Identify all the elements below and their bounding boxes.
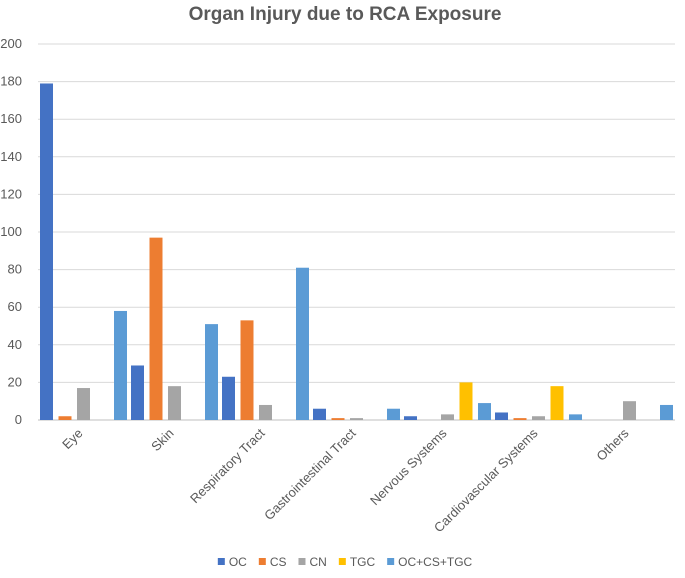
bar-cn-gastrointestinal-tract bbox=[350, 418, 363, 420]
y-tick-label: 200 bbox=[0, 36, 22, 51]
bar-oc-skin bbox=[131, 365, 144, 420]
bar-oc-cardiovascular-systems bbox=[495, 412, 508, 420]
bar-cs-gastrointestinal-tract bbox=[331, 418, 345, 420]
x-tick-label: Gastrointestinal Tract bbox=[261, 425, 359, 523]
legend: OC CS CN TGC OC+CS+TGC bbox=[217, 555, 473, 569]
bar-oc-gastrointestinal-tract bbox=[313, 408, 326, 420]
y-tick-label: 140 bbox=[0, 149, 22, 164]
bar-cn-nervous-systems bbox=[441, 414, 454, 420]
legend-swatch bbox=[217, 558, 225, 565]
y-tick-label: 40 bbox=[8, 337, 22, 352]
bar-oc-respiratory-tract bbox=[222, 376, 235, 420]
grid-layer: 0 20 40 60 80 100 120 140 160 180 200 bbox=[0, 36, 675, 427]
bar-oc-cs-tgc-eye bbox=[114, 310, 127, 420]
legend-swatch bbox=[338, 558, 346, 565]
x-tick-label: Respiratory Tract bbox=[187, 425, 268, 506]
legend-label: CN bbox=[309, 555, 326, 569]
bar-oc-cs-tgc-respiratory-tract bbox=[296, 267, 309, 420]
bar-oc-cs-tgc-others bbox=[660, 404, 673, 420]
bars-layer bbox=[40, 83, 673, 420]
bar-oc-eye bbox=[40, 83, 53, 420]
legend-swatch bbox=[298, 558, 306, 565]
bar-oc-cs-tgc-gastrointestinal-tract bbox=[387, 408, 400, 420]
bar-oc-cs-tgc-nervous-systems bbox=[478, 403, 491, 420]
legend-label: OC+CS+TGC bbox=[398, 555, 472, 569]
bar-cs-cardiovascular-systems bbox=[513, 418, 527, 420]
bar-tgc-nervous-systems bbox=[459, 382, 473, 420]
bar-cn-eye bbox=[77, 388, 90, 420]
bar-cn-respiratory-tract bbox=[259, 404, 272, 420]
bar-oc-cs-tgc-cardiovascular-systems bbox=[569, 414, 582, 420]
x-tick-label: Skin bbox=[148, 426, 176, 454]
x-axis-labels: Eye Skin Respiratory TractGastrointestinal… bbox=[59, 425, 632, 535]
bar-cs-skin bbox=[149, 237, 163, 420]
y-tick-label: 60 bbox=[8, 299, 22, 314]
legend-label: CS bbox=[270, 555, 287, 569]
y-tick-label: 80 bbox=[8, 262, 22, 277]
bar-oc-cs-tgc-skin bbox=[205, 324, 218, 420]
bar-cn-others bbox=[623, 401, 636, 420]
x-tick-label: Eye bbox=[59, 426, 85, 452]
legend-swatch bbox=[258, 558, 266, 565]
y-tick-label: 180 bbox=[0, 74, 22, 89]
y-tick-label: 100 bbox=[0, 224, 22, 239]
x-tick-label: Others bbox=[593, 425, 632, 464]
legend-label: OC bbox=[229, 555, 247, 569]
bar-cs-respiratory-tract bbox=[240, 320, 254, 420]
bar-tgc-cardiovascular-systems bbox=[550, 386, 564, 420]
y-tick-label: 0 bbox=[15, 412, 22, 427]
x-tick-label: Nervous Systems bbox=[367, 425, 450, 508]
bar-cn-skin bbox=[168, 386, 181, 420]
bar-oc-nervous-systems bbox=[404, 416, 417, 420]
chart-title: Organ Injury due to RCA Exposure bbox=[189, 4, 502, 25]
legend-swatch bbox=[387, 558, 395, 565]
bar-cs-eye bbox=[58, 416, 72, 420]
legend-label: TGC bbox=[350, 555, 376, 569]
y-tick-label: 20 bbox=[8, 374, 22, 389]
y-tick-label: 160 bbox=[0, 111, 22, 126]
x-tick-label: Cardiovascular Systems bbox=[431, 425, 541, 535]
bar-cn-cardiovascular-systems bbox=[532, 416, 545, 420]
y-tick-label: 120 bbox=[0, 186, 22, 201]
